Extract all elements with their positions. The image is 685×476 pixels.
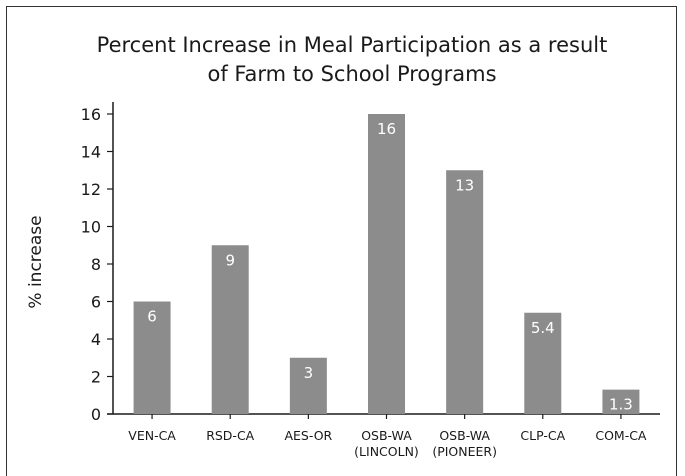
bar xyxy=(602,389,640,414)
bar xyxy=(446,170,484,414)
x-category-label: VEN-CA xyxy=(128,428,176,443)
data-label: 9 xyxy=(225,251,235,269)
y-tick-label: 0 xyxy=(91,405,101,424)
data-label: 16 xyxy=(377,120,396,138)
y-tick-label: 14 xyxy=(81,143,101,162)
x-category-label: OSB-WA xyxy=(361,428,412,443)
x-category-label: COM-CA xyxy=(595,428,647,443)
chart-frame xyxy=(6,6,677,476)
y-tick-label: 6 xyxy=(91,293,101,312)
x-category-label: AES-OR xyxy=(284,428,332,443)
x-category-label: RSD-CA xyxy=(206,428,254,443)
x-category-label: (PIONEER) xyxy=(432,444,497,459)
x-category-label: (LINCOLN) xyxy=(354,444,419,459)
y-axis-label: % increase xyxy=(26,215,46,308)
chart-title-line-2: of Farm to School Programs xyxy=(207,62,496,86)
bar xyxy=(368,114,405,414)
y-tick-label: 4 xyxy=(91,330,101,349)
data-label: 6 xyxy=(147,308,157,326)
bar xyxy=(133,301,171,414)
data-label: 3 xyxy=(304,364,314,382)
data-label: 1.3 xyxy=(609,396,633,414)
y-tick-label: 8 xyxy=(91,255,101,274)
y-tick-label: 12 xyxy=(81,180,101,199)
bar xyxy=(289,357,327,414)
data-label: 5.4 xyxy=(531,319,555,337)
bar xyxy=(211,245,249,414)
bar xyxy=(524,312,562,414)
x-category-label: OSB-WA xyxy=(439,428,490,443)
y-tick-label: 10 xyxy=(81,218,101,237)
y-tick-label: 2 xyxy=(91,368,101,387)
y-tick-label: 16 xyxy=(81,105,101,124)
data-label: 13 xyxy=(455,176,474,194)
chart-marks: 0 2 4 6 8 10 12 14 16 6 VEN-CA 9 RSD-CA 3 AES-OR 16 OSB-… xyxy=(81,102,660,459)
x-category-label: CLP-CA xyxy=(520,428,565,443)
chart-title-line-1: Percent Increase in Meal Participation a… xyxy=(97,33,608,57)
